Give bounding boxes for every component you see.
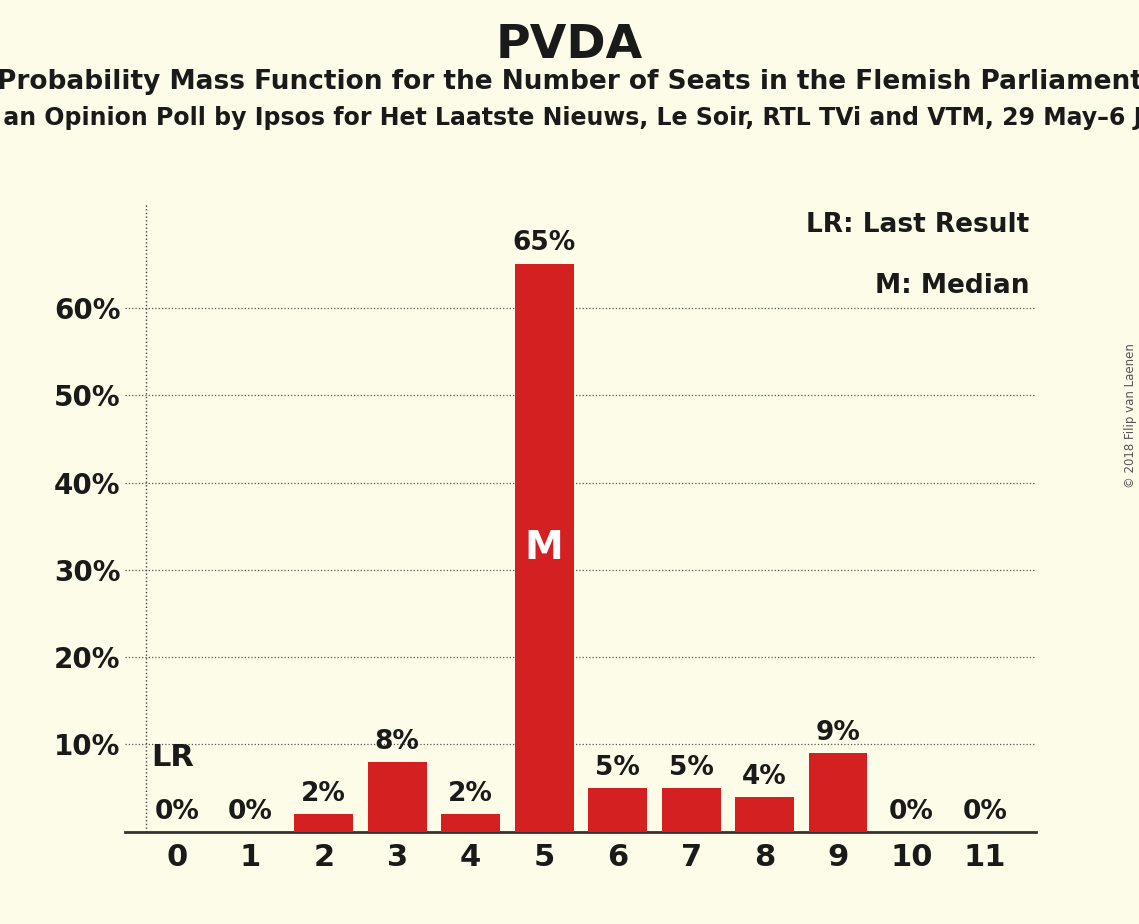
Text: © 2018 Filip van Laenen: © 2018 Filip van Laenen bbox=[1124, 344, 1137, 488]
Text: 0%: 0% bbox=[962, 798, 1008, 824]
Text: 2%: 2% bbox=[301, 781, 346, 808]
Text: M: Median: M: Median bbox=[875, 274, 1030, 299]
Text: 5%: 5% bbox=[669, 755, 713, 781]
Text: 8%: 8% bbox=[375, 729, 419, 755]
Text: on an Opinion Poll by Ipsos for Het Laatste Nieuws, Le Soir, RTL TVi and VTM, 29: on an Opinion Poll by Ipsos for Het Laat… bbox=[0, 106, 1139, 130]
Text: LR: Last Result: LR: Last Result bbox=[806, 212, 1030, 238]
Text: M: M bbox=[525, 529, 564, 567]
Bar bbox=[515, 264, 574, 832]
Text: 0%: 0% bbox=[890, 798, 934, 824]
Text: 2%: 2% bbox=[449, 781, 493, 808]
Bar bbox=[809, 753, 868, 832]
Bar bbox=[294, 814, 353, 832]
Bar bbox=[588, 788, 647, 832]
Text: 9%: 9% bbox=[816, 720, 861, 746]
Text: 0%: 0% bbox=[228, 798, 272, 824]
Text: Probability Mass Function for the Number of Seats in the Flemish Parliament: Probability Mass Function for the Number… bbox=[0, 69, 1139, 95]
Text: 0%: 0% bbox=[154, 798, 199, 824]
Text: PVDA: PVDA bbox=[495, 23, 644, 68]
Bar bbox=[735, 796, 794, 832]
Bar bbox=[368, 761, 427, 832]
Text: LR: LR bbox=[151, 743, 194, 772]
Bar bbox=[662, 788, 721, 832]
Text: 5%: 5% bbox=[596, 755, 640, 781]
Text: 65%: 65% bbox=[513, 230, 576, 256]
Text: 4%: 4% bbox=[743, 764, 787, 790]
Bar bbox=[441, 814, 500, 832]
